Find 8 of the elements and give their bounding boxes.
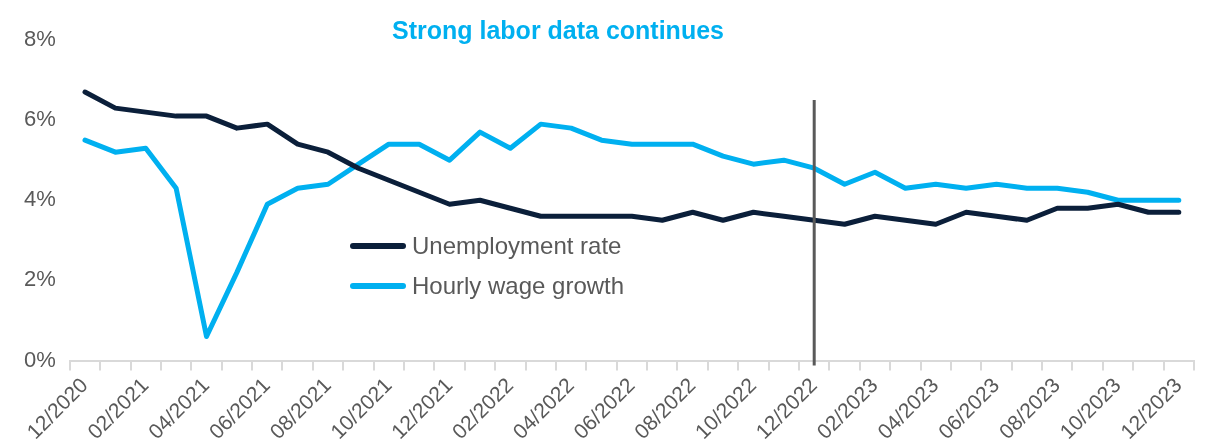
chart-title: Strong labor data continues <box>392 16 724 44</box>
legend-label: Hourly wage growth <box>412 272 625 300</box>
y-tick-label: 8% <box>24 26 56 52</box>
y-tick-label: 2% <box>24 266 56 292</box>
y-tick-label: 0% <box>24 346 56 372</box>
legend-label: Unemployment rate <box>412 232 622 260</box>
y-tick-label: 4% <box>24 186 56 212</box>
y-tick-label: 6% <box>24 106 56 132</box>
